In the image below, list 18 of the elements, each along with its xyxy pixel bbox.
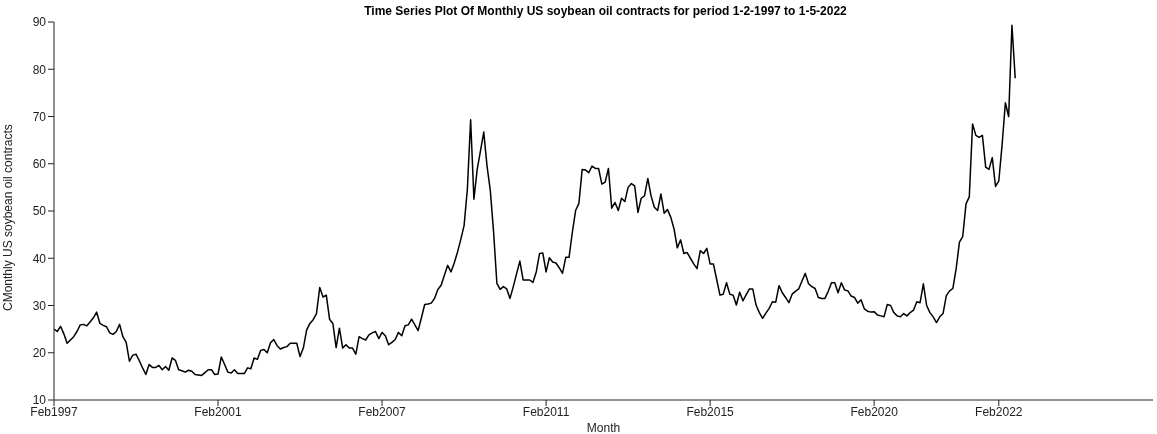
line-series xyxy=(54,24,1016,377)
y-tick-label: 90 xyxy=(32,15,47,30)
y-tick-label: 30 xyxy=(32,298,47,313)
x-tick-label: Feb2007 xyxy=(358,404,407,419)
x-axis-title: Month xyxy=(586,421,621,434)
y-tick-label: 40 xyxy=(32,251,47,266)
y-tick-label: 80 xyxy=(32,62,47,77)
x-tick-label: Feb2011 xyxy=(522,404,570,419)
x-tick-label: Feb2001 xyxy=(194,404,243,419)
x-tick-label: Feb2020 xyxy=(850,404,899,419)
chart-title: Time Series Plot Of Monthly US soybean oil contracts for period 1-2-1997 to 1-5-2022 xyxy=(363,4,848,18)
y-tick-label: 70 xyxy=(32,109,47,124)
y-tick-label: 60 xyxy=(32,157,47,172)
x-tick-label: Feb2015 xyxy=(686,404,735,419)
y-axis-title: CMonthly US soybean oil contracts xyxy=(1,124,16,311)
y-tick-label: 20 xyxy=(32,346,47,361)
y-tick-label: 50 xyxy=(32,204,47,219)
x-tick-label: Feb2022 xyxy=(975,404,1023,419)
